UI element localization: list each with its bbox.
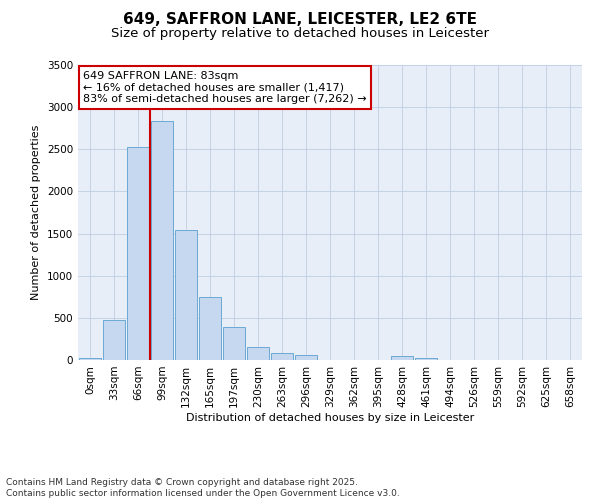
Text: Contains HM Land Registry data © Crown copyright and database right 2025.
Contai: Contains HM Land Registry data © Crown c…: [6, 478, 400, 498]
Bar: [247, 347, 269, 360]
Y-axis label: Number of detached properties: Number of detached properties: [31, 125, 41, 300]
Bar: [415, 358, 437, 360]
Bar: [79, 358, 101, 360]
Bar: [223, 327, 245, 360]
Bar: [199, 297, 221, 360]
Bar: [151, 120, 173, 360]
Text: 649, SAFFRON LANE, LEICESTER, LE2 6TE: 649, SAFFRON LANE, LEICESTER, LE2 6TE: [123, 12, 477, 28]
Text: Size of property relative to detached houses in Leicester: Size of property relative to detached ho…: [111, 28, 489, 40]
Bar: [295, 356, 317, 360]
X-axis label: Distribution of detached houses by size in Leicester: Distribution of detached houses by size …: [186, 412, 474, 422]
Text: 649 SAFFRON LANE: 83sqm
← 16% of detached houses are smaller (1,417)
83% of semi: 649 SAFFRON LANE: 83sqm ← 16% of detache…: [83, 71, 367, 104]
Bar: [175, 230, 197, 360]
Bar: [271, 354, 293, 360]
Bar: [127, 147, 149, 360]
Bar: [391, 356, 413, 360]
Bar: [103, 320, 125, 360]
